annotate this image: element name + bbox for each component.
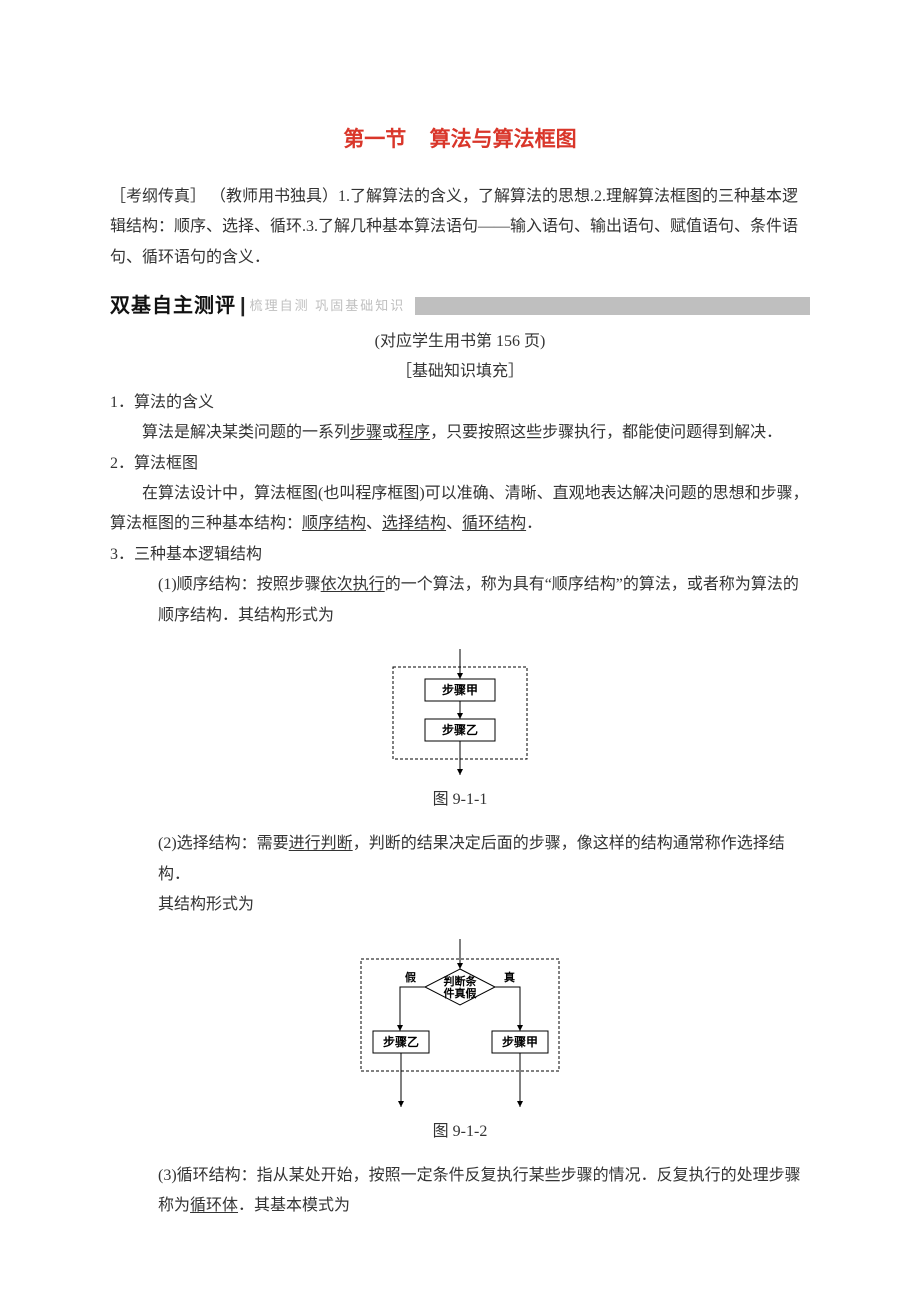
figure-2-svg: 判断条 件真假 假 真 步骤乙 步骤甲 xyxy=(345,939,575,1109)
item1-u1: 步骤 xyxy=(350,424,382,441)
fig2-boxR-label: 步骤甲 xyxy=(502,1034,538,1049)
fig2-boxL-label: 步骤乙 xyxy=(383,1034,419,1049)
page-title: 第一节 算法与算法框图 xyxy=(110,120,810,160)
item2-body: 在算法设计中，算法框图(也叫程序框图)可以准确、清晰、直观地表达解决问题的思想和… xyxy=(110,479,810,540)
item3-s3: (3)循环结构：指从某处开始，按照一定条件反复执行某些步骤的情况．反复执行的处理… xyxy=(110,1161,810,1222)
item3-s3u: 循环体 xyxy=(190,1197,238,1214)
figure-1-svg: 步骤甲 步骤乙 xyxy=(375,649,545,777)
item1-body: 算法是解决某类问题的一系列步骤或程序，只要按照这些步骤执行，都能使问题得到解决． xyxy=(110,418,810,448)
intro-lead: ［考纲传真］ xyxy=(110,188,206,205)
item3-s2u: 进行判断 xyxy=(289,835,353,852)
fig2-cond2: 件真假 xyxy=(444,986,478,1000)
item1-head: 1．算法的含义 xyxy=(110,388,810,418)
section-banner: 双基自主测评 | 梳理自测 巩固基础知识 xyxy=(110,291,810,321)
banner-sep: | xyxy=(240,287,246,325)
item3-s1: (1)顺序结构：按照步骤依次执行的一个算法，称为具有“顺序结构”的算法，或者称为… xyxy=(110,570,810,631)
figure-1-caption: 图 9-1-1 xyxy=(110,785,810,815)
figure-1: 步骤甲 步骤乙 xyxy=(110,649,810,777)
ref-line: (对应学生用书第 156 页) xyxy=(110,327,810,357)
fig1-box2-label: 步骤乙 xyxy=(442,722,478,737)
sub-heading: ［基础知识填充］ xyxy=(110,357,810,387)
item2-u1: 顺序结构 xyxy=(302,515,366,532)
intro-paragraph: ［考纲传真］ （教师用书独具）1.了解算法的含义，了解算法的思想.2.理解算法框… xyxy=(110,182,810,273)
item3-head: 3．三种基本逻辑结构 xyxy=(110,540,810,570)
fig2-true-label: 真 xyxy=(504,970,515,984)
item3-s2c: 其结构形式为 xyxy=(110,890,810,920)
fig2-cond1: 判断条 xyxy=(444,974,478,988)
title-part-1: 第一节 xyxy=(343,128,406,151)
fig2-false-label: 假 xyxy=(405,970,417,984)
item2-u2: 选择结构 xyxy=(382,515,446,532)
item3-s2: (2)选择结构：需要进行判断，判断的结果决定后面的步骤，像这样的结构通常称作选择… xyxy=(110,829,810,890)
title-part-2: 算法与算法框图 xyxy=(430,128,577,151)
figure-2: 判断条 件真假 假 真 步骤乙 步骤甲 xyxy=(110,939,810,1109)
figure-2-caption: 图 9-1-2 xyxy=(110,1117,810,1147)
fig1-box1-label: 步骤甲 xyxy=(442,682,478,697)
banner-fill xyxy=(415,297,810,315)
item1-u2: 程序 xyxy=(398,424,430,441)
item2-u3: 循环结构 xyxy=(462,515,526,532)
banner-strong: 双基自主测评 xyxy=(110,287,236,325)
item3-s1u: 依次执行 xyxy=(321,576,385,593)
intro-text: （教师用书独具）1.了解算法的含义，了解算法的思想.2.理解算法框图的三种基本逻… xyxy=(110,188,798,266)
banner-sub: 梳理自测 巩固基础知识 xyxy=(250,294,406,319)
item2-head: 2．算法框图 xyxy=(110,449,810,479)
